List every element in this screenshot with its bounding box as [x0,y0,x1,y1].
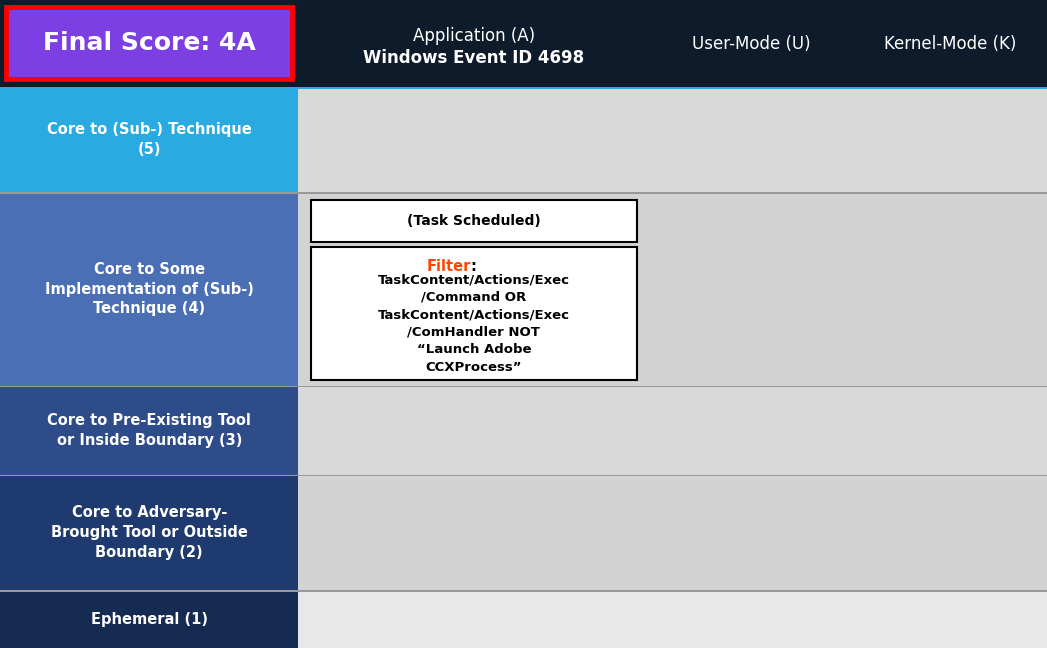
Text: (Task Scheduled): (Task Scheduled) [407,214,540,228]
Text: Final Score: 4A: Final Score: 4A [43,31,255,55]
Text: :: : [471,259,476,274]
Text: Filter: Filter [426,259,471,274]
Bar [0,475,298,590]
Bar [0,386,298,475]
Text: Core to Adversary-
Brought Tool or Outside
Boundary (2): Core to Adversary- Brought Tool or Outsi… [50,505,248,560]
Bar [298,590,1047,648]
Bar [298,475,1047,590]
Bar [0,192,1047,194]
Bar [0,87,1047,89]
Text: User-Mode (U): User-Mode (U) [692,35,810,52]
Bar [298,386,1047,475]
Bar [298,87,1047,192]
Bar [0,87,298,192]
FancyBboxPatch shape [311,200,637,242]
Text: Windows Event ID 4698: Windows Event ID 4698 [363,49,584,67]
Text: Core to Some
Implementation of (Sub-)
Technique (4): Core to Some Implementation of (Sub-) Te… [45,262,253,316]
Bar [0,590,298,648]
Bar [0,475,1047,476]
Text: Core to (Sub-) Technique
(5): Core to (Sub-) Technique (5) [47,122,251,157]
Bar [0,192,298,386]
Bar [0,590,1047,592]
Bar [0,386,1047,388]
Text: Ephemeral (1): Ephemeral (1) [91,612,207,627]
FancyBboxPatch shape [6,7,292,79]
Bar [298,192,1047,386]
Text: Application (A): Application (A) [413,27,535,45]
Bar [0,0,1047,87]
Text: Core to Pre-Existing Tool
or Inside Boundary (3): Core to Pre-Existing Tool or Inside Boun… [47,413,251,448]
Text: TaskContent/Actions/Exec
/Command OR
TaskContent/Actions/Exec
/ComHandler NOT
“L: TaskContent/Actions/Exec /Command OR Tas… [378,273,570,374]
FancyBboxPatch shape [311,248,637,380]
Text: Kernel-Mode (K): Kernel-Mode (K) [884,35,1017,52]
